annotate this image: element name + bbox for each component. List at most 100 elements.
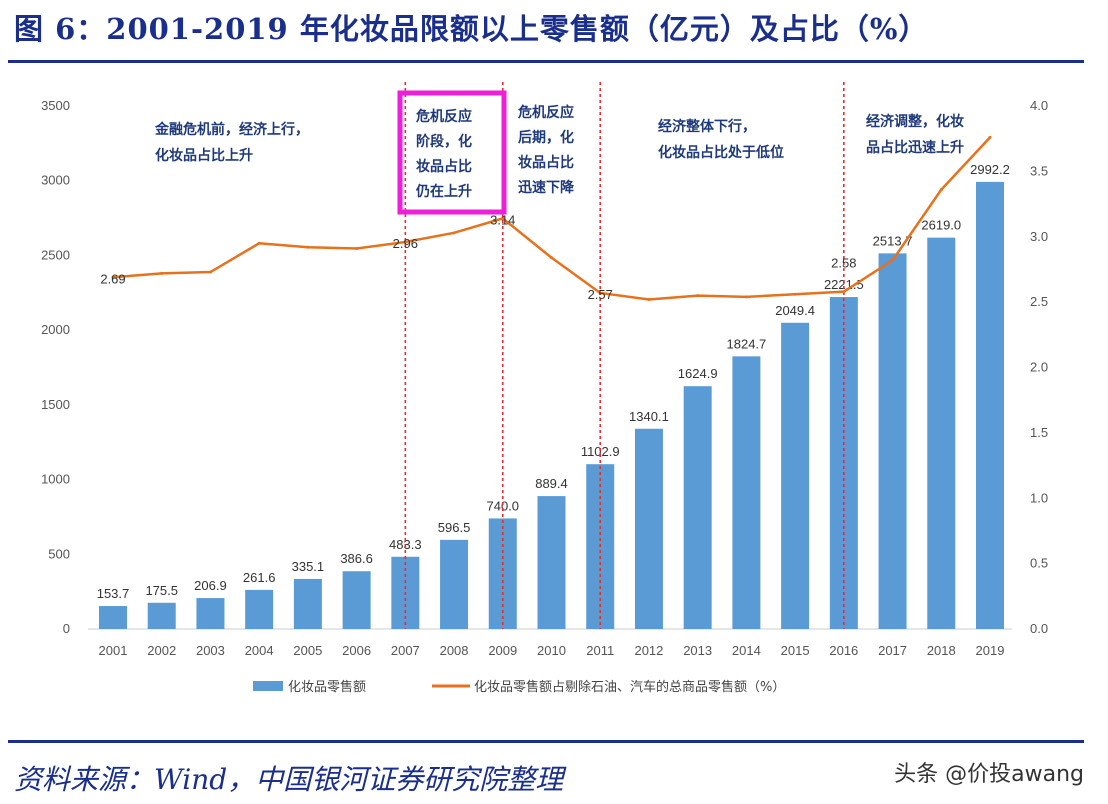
share-point-2007 — [403, 240, 407, 244]
right-axis-tick: 0.5 — [1030, 556, 1048, 571]
x-axis-tick: 2009 — [488, 643, 517, 658]
annotation-3-line: 后期，化 — [518, 129, 574, 146]
bar-label-2014: 1824.7 — [727, 336, 767, 351]
right-axis-tick: 2.0 — [1030, 360, 1048, 375]
watermark: 头条 @价投awang — [894, 762, 1084, 787]
bar-label-2004: 261.6 — [243, 570, 276, 585]
figure-title: 图 6：2001-2019 年化妆品限额以上零售额（亿元）及占比（%） — [14, 12, 929, 46]
bar-label-2016: 2221.5 — [824, 277, 864, 292]
bar-2015 — [781, 322, 810, 629]
x-axis-tick: 2001 — [99, 643, 128, 658]
left-axis-tick: 3000 — [41, 173, 70, 188]
bar-label-2015: 2049.4 — [775, 303, 815, 318]
x-axis-tick: 2018 — [927, 643, 956, 658]
share-point-2013 — [696, 294, 700, 298]
highlight-box — [397, 90, 507, 215]
annotation-3-line: 妆品占比 — [518, 154, 574, 171]
share-point-2018 — [939, 188, 943, 192]
annotation-2-line: 妆品占比 — [416, 158, 472, 175]
share-point-2015 — [793, 292, 797, 296]
bar-2001 — [99, 606, 127, 629]
bar-2014 — [732, 356, 761, 629]
left-axis-tick: 1000 — [41, 472, 70, 487]
bar-label-2002: 175.5 — [145, 583, 178, 598]
annotation-3-line: 危机反应 — [517, 104, 574, 121]
x-axis-tick: 2007 — [391, 643, 420, 658]
annotation-1-line: 金融危机前，经济上行， — [154, 121, 309, 138]
bar-label-2012: 1340.1 — [629, 409, 669, 424]
x-axis-tick: 2016 — [829, 643, 858, 658]
left-axis-tick: 500 — [48, 546, 70, 561]
left-axis-tick: 2000 — [41, 322, 70, 337]
bar-2018 — [927, 237, 956, 629]
share-point-2011 — [598, 291, 602, 295]
legend-bar-swatch — [253, 681, 283, 691]
bar-2019 — [976, 181, 1004, 629]
right-axis-tick: 4.0 — [1030, 98, 1048, 113]
left-axis-tick: 0 — [63, 621, 70, 636]
bar-label-2019: 2992.2 — [970, 162, 1010, 177]
bar-2017 — [878, 253, 907, 629]
bar-2005 — [293, 578, 322, 629]
line-label-2016: 2.58 — [831, 256, 856, 271]
x-axis-tick: 2008 — [440, 643, 469, 658]
bar-label-2011: 1102.9 — [581, 444, 620, 459]
right-axis-tick: 1.0 — [1030, 490, 1048, 505]
share-point-2016 — [842, 290, 846, 294]
line-label-2007: 2.96 — [393, 236, 418, 251]
x-axis-tick: 2006 — [342, 643, 371, 658]
x-axis-tick: 2012 — [634, 643, 663, 658]
bar-2003 — [196, 598, 225, 629]
bar-label-2010: 889.4 — [535, 476, 568, 491]
bar-2010 — [537, 496, 566, 629]
share-point-2019 — [988, 135, 992, 139]
bar-2013 — [683, 386, 712, 629]
annotation-2-line: 仍在上升 — [415, 183, 472, 200]
bar-label-2008: 596.5 — [438, 520, 471, 535]
left-axis-tick: 1500 — [41, 397, 70, 412]
share-point-2003 — [208, 270, 212, 274]
right-axis-tick: 3.0 — [1030, 229, 1048, 244]
annotation-5-line: 品占比迅速上升 — [866, 139, 964, 156]
source-note: 资料来源：Wind，中国银河证券研究院整理 — [14, 763, 564, 796]
bar-2002 — [147, 602, 176, 629]
bar-label-2003: 206.9 — [194, 578, 227, 593]
annotation-4-line: 经济整体下行， — [658, 118, 756, 135]
x-axis-tick: 2003 — [196, 643, 225, 658]
share-point-2010 — [550, 256, 553, 260]
bar-label-2018: 2619.0 — [921, 218, 961, 233]
x-axis-tick: 2014 — [732, 643, 761, 658]
footer-divider — [8, 740, 1084, 743]
annotation-4-line: 化妆品占比处于低位 — [658, 144, 784, 161]
line-label-2001: 2.69 — [100, 271, 125, 286]
share-point-2008 — [452, 231, 456, 235]
share-point-2009 — [501, 216, 505, 220]
left-axis-tick: 2500 — [41, 247, 70, 262]
right-axis-tick: 1.5 — [1030, 425, 1048, 440]
share-point-2006 — [355, 247, 359, 251]
share-point-2001 — [111, 275, 115, 279]
legend-bar-label: 化妆品零售额 — [288, 679, 366, 695]
x-axis-tick: 2013 — [683, 643, 712, 658]
bar-2012 — [634, 428, 663, 629]
share-point-2014 — [744, 295, 748, 299]
share-point-2002 — [160, 271, 164, 275]
share-point-2005 — [306, 245, 310, 249]
annotation-3-line: 迅速下降 — [518, 179, 575, 196]
right-axis-tick: 0.0 — [1030, 621, 1048, 636]
x-axis-tick: 2002 — [147, 643, 176, 658]
annotation-5-line: 经济调整，化妆 — [866, 113, 964, 130]
title-divider — [8, 60, 1084, 63]
annotation-1-line: 化妆品占比上升 — [155, 147, 253, 164]
bar-label-2013: 1624.9 — [678, 366, 718, 381]
share-point-2017 — [891, 258, 895, 262]
bar-2008 — [440, 539, 469, 629]
x-axis-tick: 2015 — [781, 643, 810, 658]
bar-2006 — [342, 571, 371, 629]
bar-label-2001: 153.7 — [97, 586, 130, 601]
line-label-2011: 2.57 — [588, 287, 613, 302]
x-axis-tick: 2011 — [586, 643, 614, 658]
right-axis-tick: 3.5 — [1030, 163, 1048, 178]
right-axis-tick: 2.5 — [1030, 294, 1048, 309]
annotation-2-line: 危机反应 — [415, 108, 472, 125]
